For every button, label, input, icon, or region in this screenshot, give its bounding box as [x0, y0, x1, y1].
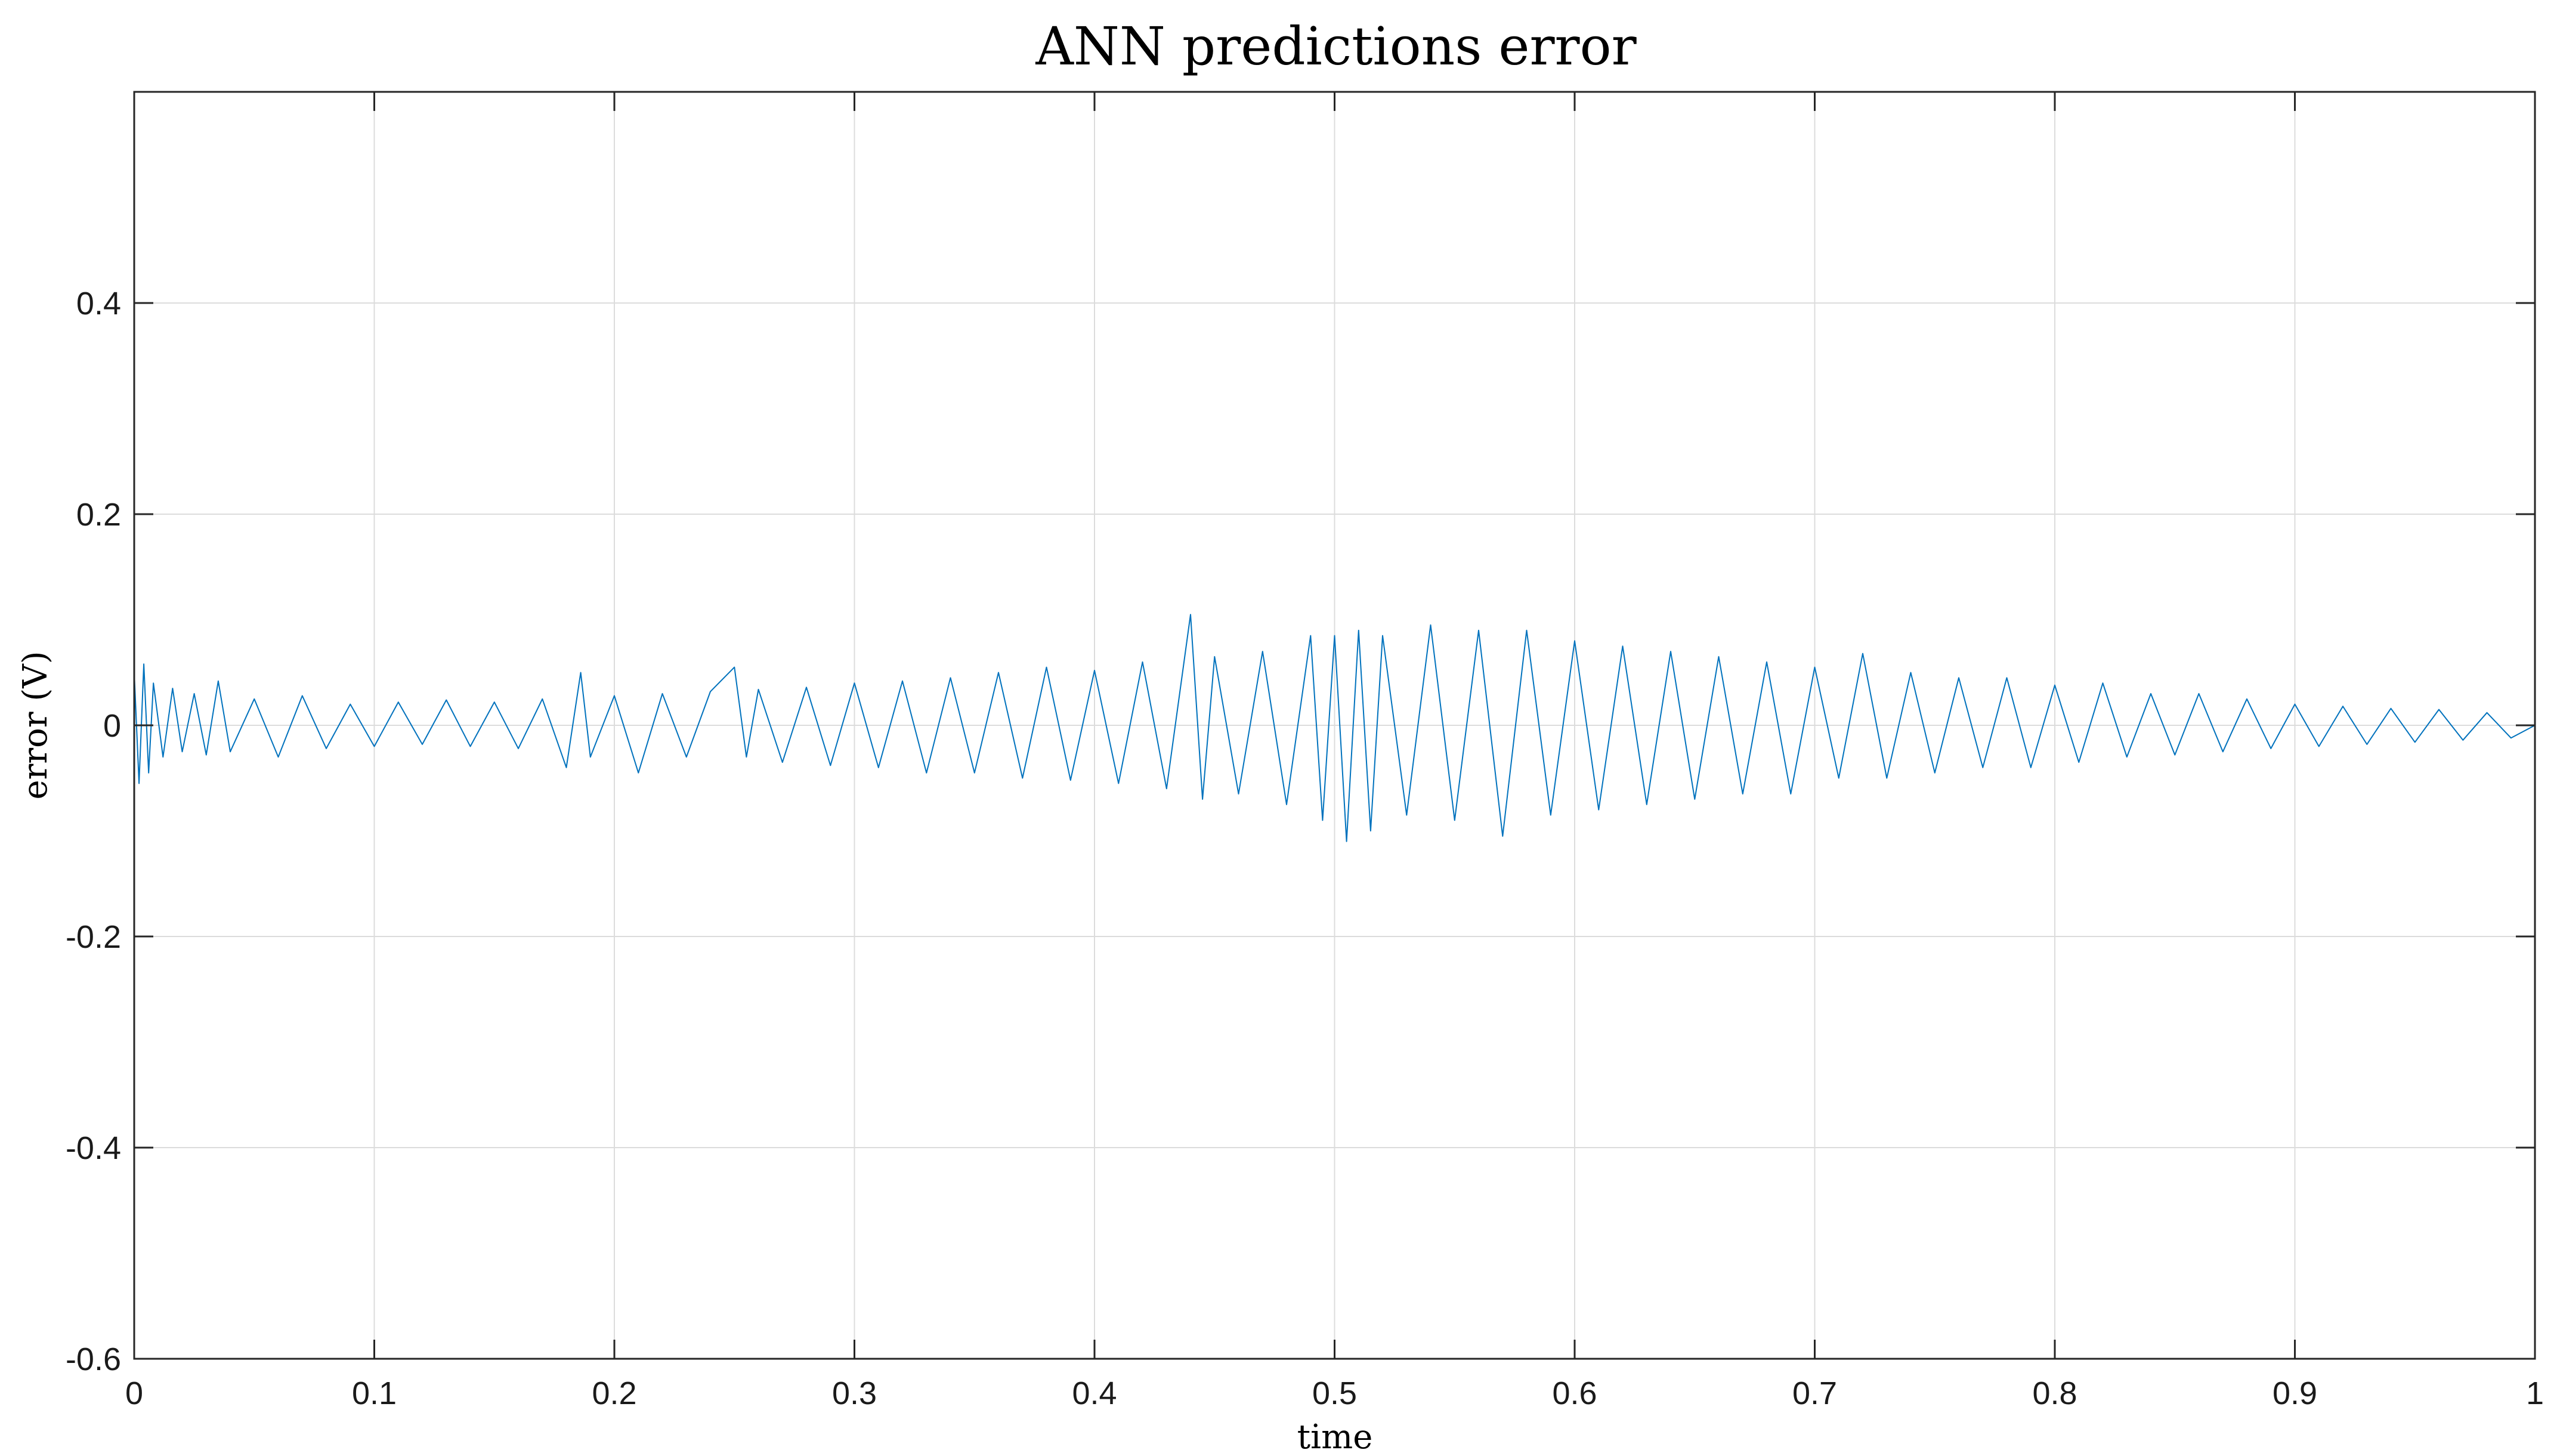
y-tick-label: -0.4 — [66, 1130, 121, 1166]
tick-marks — [133, 92, 2536, 1360]
x-tick-label: 0.1 — [352, 1375, 397, 1411]
x-tick-label: 1 — [2526, 1375, 2544, 1411]
y-tick-label: -0.2 — [66, 919, 121, 955]
y-tick-label: -0.6 — [66, 1341, 121, 1377]
y-tick-label: 0.4 — [76, 286, 121, 322]
y-tick-label: 0 — [103, 708, 121, 744]
x-tick-label: 0.6 — [1552, 1375, 1597, 1411]
x-tick-label: 0 — [125, 1375, 143, 1411]
plot-area — [133, 91, 2536, 1360]
data-series — [134, 614, 2536, 842]
x-axis-label: time — [1297, 1418, 1373, 1456]
x-tick-label: 0.3 — [832, 1375, 877, 1411]
x-tick-label: 0.4 — [1072, 1375, 1117, 1411]
x-tick-labels: 0 0.1 0.2 0.3 0.4 0.5 0.6 0.7 0.8 0.9 1 — [125, 1375, 2544, 1411]
x-tick-label: 0.2 — [592, 1375, 636, 1411]
x-tick-label: 0.9 — [2273, 1375, 2317, 1411]
y-tick-label: 0.2 — [76, 497, 121, 533]
y-axis-label: error (V) — [16, 651, 55, 799]
chart-title: ANN predictions error — [1035, 16, 1637, 77]
y-tick-labels: -0.6 -0.4 -0.2 0 0.2 0.4 — [66, 286, 121, 1377]
x-tick-label: 0.8 — [2032, 1375, 2077, 1411]
x-tick-label: 0.5 — [1312, 1375, 1357, 1411]
series-line — [134, 614, 2536, 842]
x-tick-label: 0.7 — [1792, 1375, 1837, 1411]
